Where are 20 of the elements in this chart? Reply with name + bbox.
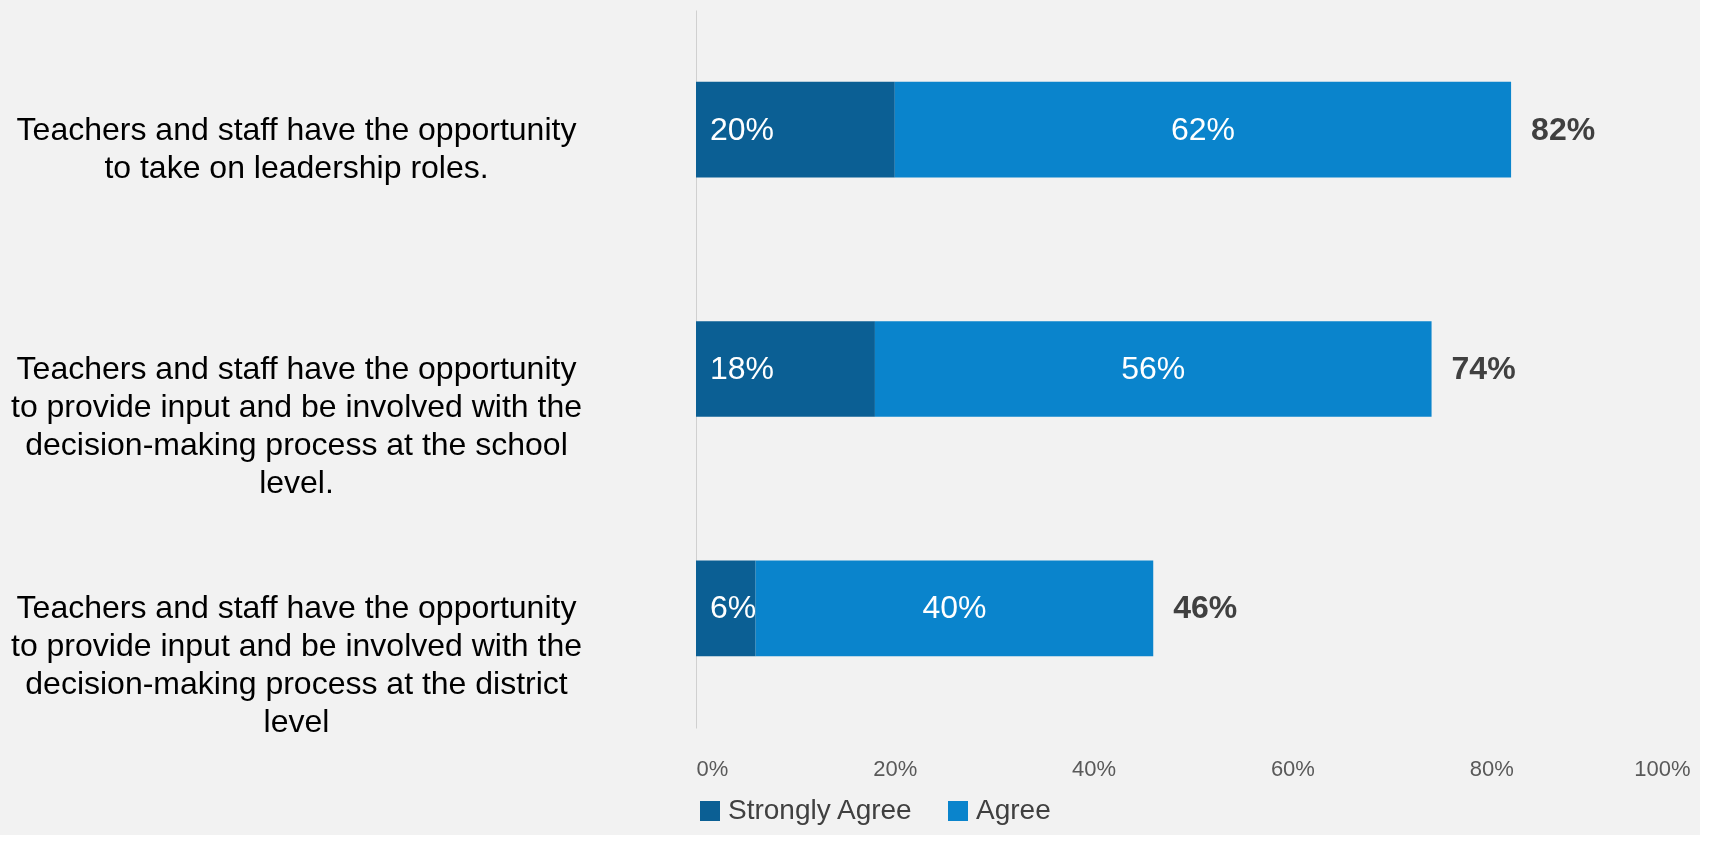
x-tick-label: 100%: [1634, 755, 1691, 781]
total-label: 46%: [1173, 589, 1238, 626]
y-tick-label: Teachers and staff have the opportunity to take on leadership roles.: [16, 110, 577, 185]
data-label: 40%: [922, 589, 987, 626]
data-label: 18%: [710, 350, 775, 386]
x-tick-label: 80%: [1469, 755, 1514, 781]
y-tick-label: Teachers and staff have the opportunity to provide input and be involved with the decision-making process at the school level.: [10, 350, 583, 500]
data-label: 62%: [1170, 110, 1235, 147]
total-label: 82%: [1531, 110, 1596, 147]
x-tick-label: 40%: [1072, 755, 1117, 781]
data-label: 56%: [1121, 350, 1186, 386]
legend-label: Strongly Agree: [728, 794, 912, 825]
x-tick-label: 0%: [696, 755, 729, 781]
data-label: 20%: [710, 110, 775, 147]
y-tick-label: Teachers and staff have the opportunity to provide input and be involved with the decision-making process at the district level: [10, 589, 583, 740]
legend-label: Agree: [976, 794, 1051, 825]
data-label: 6%: [710, 589, 757, 626]
x-tick-label: 20%: [873, 755, 918, 781]
x-tick-label: 60%: [1270, 755, 1315, 781]
total-label: 74%: [1451, 350, 1516, 386]
